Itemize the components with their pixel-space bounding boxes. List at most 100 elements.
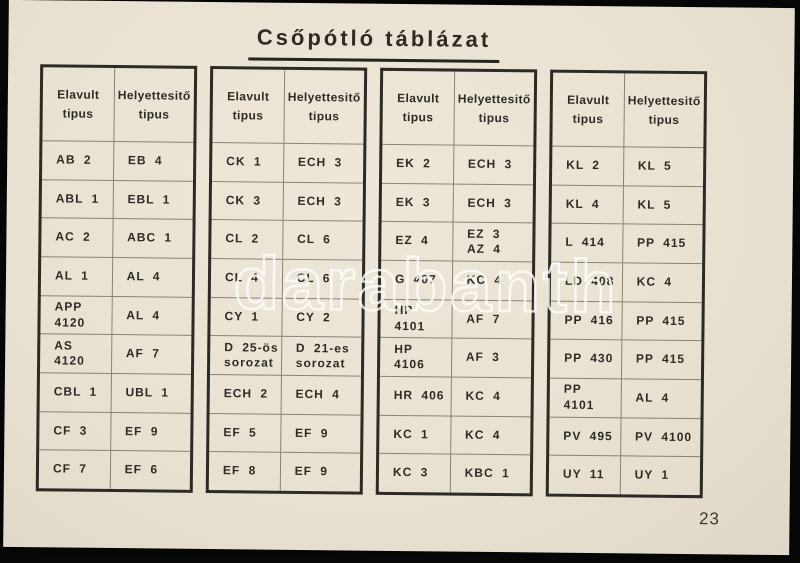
obsolete-type-cell: EF 8: [208, 452, 281, 491]
obsolete-type-cell: D 25-ös sorozat: [209, 336, 283, 375]
obsolete-type-cell: CY 1: [210, 297, 283, 337]
obsolete-type-cell: AL 1: [40, 257, 113, 296]
table-row: CL 2 CL 6: [211, 219, 363, 260]
table-row: CBL 1 UBL 1: [39, 372, 191, 413]
obsolete-type-cell: UY 11: [548, 455, 621, 495]
replacement-type-cell: D 21-es sorozat: [295, 340, 350, 371]
table-row: CY 1 CY 2: [210, 296, 362, 337]
obsolete-type-cell: AB 2: [42, 141, 115, 180]
obsolete-type-cell: CK 1: [212, 143, 285, 182]
table-row: D 25-ös sorozat D 21-es sorozat: [209, 335, 362, 376]
replacement-type-cell: AL 4: [126, 307, 161, 323]
obsolete-type-cell: KC 3: [378, 454, 451, 493]
replacement-type-cell: KL 5: [637, 197, 672, 212]
table-row: CL 4 CL 6: [210, 258, 363, 299]
replacement-type-cell: KC 4: [465, 427, 501, 442]
column-header-replacement: Helyettesitő tipus: [117, 87, 191, 122]
obsolete-type-cell: EK 2: [381, 144, 455, 184]
obsolete-type-cell: ECH 2: [209, 375, 282, 414]
obsolete-type-cell: CBL 1: [39, 373, 112, 412]
table-row: AC 2 ABC 1: [41, 217, 193, 258]
column-header-obsolete: Elavult tipus: [212, 69, 285, 143]
replacement-type-cell: PV 4100: [634, 429, 693, 444]
table-row: PP 430 PP 415: [549, 338, 702, 380]
replacement-type-cell: AF 7: [125, 346, 160, 361]
table-row: G 407 KC 4: [380, 259, 533, 301]
table-row: KC 3 KBC 1: [378, 453, 531, 494]
obsolete-type-cell: ABL 1: [41, 179, 114, 219]
obsolete-type-cell: L 414: [551, 223, 624, 263]
replacement-type-cell: AF 3: [465, 350, 500, 365]
obsolete-type-cell: AC 2: [41, 218, 114, 258]
replacement-type-cell: EF 9: [295, 425, 329, 441]
replacement-type-cell: AL 4: [126, 269, 161, 284]
replacement-type-cell: PP 415: [637, 235, 687, 251]
column-header-replacement: Helyettesitő tipus: [287, 89, 361, 123]
table-row: EF 8 EF 9: [208, 451, 361, 492]
table-row: UY 11 UY 1: [548, 454, 701, 496]
replacement-type-cell: PP 415: [636, 313, 686, 328]
replacement-type-cell: EBL 1: [127, 191, 171, 207]
table-row: LD 408 KC 4: [550, 261, 703, 302]
obsolete-type-cell: CK 3: [211, 181, 284, 221]
obsolete-type-cell: LD 408: [550, 262, 623, 302]
table-row: CF 7 EF 6: [38, 449, 191, 490]
replacement-tables: Elavult tipus Helyettesitő tipus AB 2 EB …: [35, 64, 708, 499]
replacement-type-cell: KL 5: [637, 158, 672, 173]
obsolete-type-cell: KL 2: [551, 146, 625, 186]
table-row: EK 3 ECH 3: [381, 182, 533, 223]
table-row: KL 2 KL 5: [551, 145, 704, 186]
table-row: EK 2 ECH 3: [381, 143, 534, 185]
table-header: Elavult tipus Helyettesitő tipus: [552, 72, 704, 148]
replacement-table-4: Elavult tipus Helyettesitő tipus KL 2 KL …: [545, 69, 708, 499]
obsolete-type-cell: EF 5: [209, 413, 282, 453]
replacement-type-cell: ECH 3: [297, 154, 343, 170]
obsolete-type-cell: HP 4106: [379, 338, 453, 377]
table-rows: CK 1 ECH 3 CK 3 ECH 3 CL 2 CL 6 CL 4 CL 6 CY 1 CY…: [208, 142, 364, 492]
replacement-type-cell: AL 4: [635, 390, 670, 405]
replacement-table-2: Elavult tipus Helyettesitő tipus CK 1 ECH…: [205, 66, 368, 495]
table-row: AL 1 AL 4: [40, 256, 193, 297]
table-row: CF 3 EF 9: [39, 410, 191, 452]
column-header-obsolete: Elavult tipus: [42, 67, 115, 142]
page-number: 23: [698, 509, 721, 529]
replacement-type-cell: EF 9: [294, 464, 329, 479]
table-row: PP 416 PP 415: [550, 300, 702, 341]
table-row: APP 4120 AL 4: [40, 294, 192, 336]
obsolete-type-cell: EK 3: [381, 183, 454, 222]
column-header-replacement: Helyettesitő tipus: [627, 93, 701, 127]
table-rows: EK 2 ECH 3 EK 3 ECH 3 EZ 4 EZ 3 AZ 4 G 407 KC 4…: [378, 143, 534, 494]
replacement-type-cell: EB 4: [127, 153, 163, 168]
obsolete-type-cell: KL 4: [551, 185, 624, 224]
replacement-type-cell: UY 1: [634, 467, 670, 483]
obsolete-type-cell: CF 7: [38, 450, 111, 490]
replacement-type-cell: CY 2: [296, 309, 331, 325]
table-row: HP 4106 AF 3: [379, 337, 532, 378]
obsolete-type-cell: G 407: [380, 260, 453, 300]
table-row: HP 4101 AF 7: [380, 298, 532, 339]
table-row: HR 406 KC 4: [379, 375, 531, 417]
table-header: Elavult tipus Helyettesitő tipus: [42, 67, 194, 142]
obsolete-type-cell: CF 3: [39, 411, 112, 451]
replacement-type-cell: UBL 1: [125, 385, 170, 400]
obsolete-type-cell: PP 4101: [549, 378, 622, 418]
table-row: EF 5 EF 9: [209, 412, 361, 453]
table-row: PP 4101 AL 4: [549, 377, 701, 418]
obsolete-type-cell: PP 430: [549, 339, 623, 379]
replacement-type-cell: EF 9: [125, 423, 159, 439]
table-row: KC 1 KC 4: [379, 414, 531, 455]
replacement-type-cell: CL 6: [296, 270, 331, 286]
replacement-type-cell: ECH 4: [295, 386, 340, 402]
obsolete-type-cell: AS 4120: [39, 334, 113, 374]
obsolete-type-cell: APP 4120: [40, 295, 113, 335]
page-title: Csőpótló táblázat: [248, 24, 500, 64]
obsolete-type-cell: CL 2: [211, 220, 284, 259]
obsolete-type-cell: HP 4101: [380, 299, 453, 338]
table-row: ABL 1 EBL 1: [41, 178, 194, 220]
table-row: CK 1 ECH 3: [212, 142, 364, 183]
replacement-type-cell: KC 4: [636, 274, 673, 289]
table-row: AB 2 EB 4: [42, 140, 194, 181]
scanned-page: Csőpótló táblázat Elavult tipus Helyette…: [3, 0, 795, 556]
replacement-type-cell: ABC 1: [127, 230, 173, 245]
replacement-type-cell: CL 6: [297, 232, 331, 247]
